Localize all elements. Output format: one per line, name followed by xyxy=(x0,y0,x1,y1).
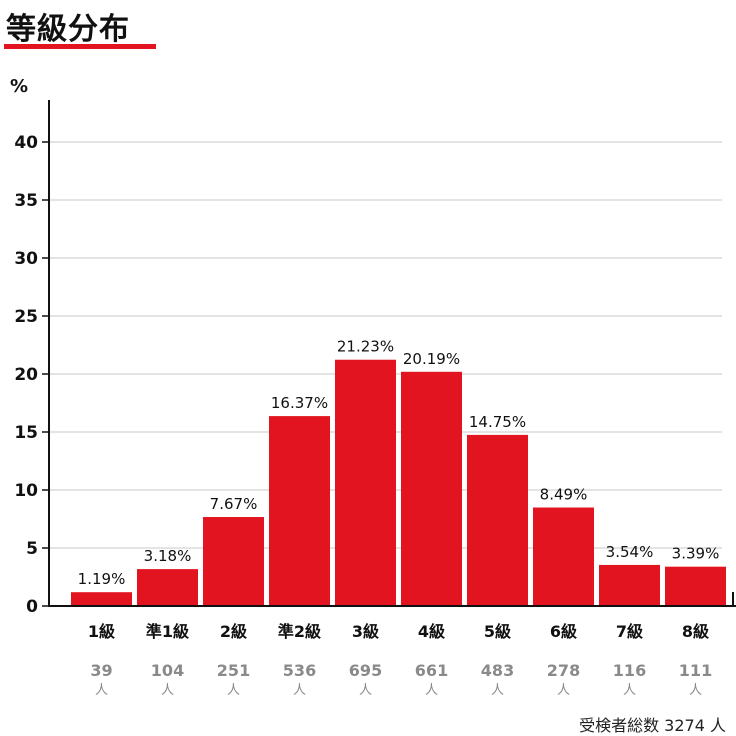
count-label: 278 xyxy=(547,661,580,680)
bar xyxy=(203,517,264,606)
count-label: 104 xyxy=(151,661,184,680)
title-underline xyxy=(4,44,156,49)
count-label: 536 xyxy=(283,661,316,680)
value-label: 1.19% xyxy=(78,570,126,588)
y-axis-label: % xyxy=(10,76,28,97)
count-unit: 人 xyxy=(689,683,702,698)
bar xyxy=(335,359,396,606)
grid-lines xyxy=(49,141,722,549)
y-tick-label: 35 xyxy=(14,191,38,211)
value-labels: 1.19% 3.18% 7.67% 16.37% 21.23% 20.19% 14.75% 8… xyxy=(78,338,720,588)
y-tick-label: 30 xyxy=(14,249,38,269)
bar xyxy=(401,371,462,606)
count-labels: 39 人 104 人 251 人 536 人 695 人 661 人 483 人 278 人 116 人 111 人 xyxy=(90,661,712,698)
bars xyxy=(71,359,726,606)
bar xyxy=(269,416,330,606)
y-tick-label: 0 xyxy=(26,597,38,617)
x-tick-labels: 1級 準1級 2級 準2級 3級 4級 5級 6級 7級 8級 xyxy=(88,622,709,641)
bar xyxy=(71,592,132,606)
value-label: 20.19% xyxy=(403,350,460,368)
value-label: 3.18% xyxy=(144,547,192,565)
x-tick-label: 6級 xyxy=(550,622,577,641)
bar xyxy=(665,566,726,606)
x-tick-label: 3級 xyxy=(352,622,379,641)
x-tick-label: 7級 xyxy=(616,622,643,641)
bar xyxy=(137,569,198,606)
count-unit: 人 xyxy=(491,683,504,698)
x-tick-label: 1級 xyxy=(88,622,115,641)
x-tick-label: 5級 xyxy=(484,622,511,641)
value-label: 16.37% xyxy=(271,394,328,412)
bar xyxy=(533,507,594,606)
bar xyxy=(467,434,528,606)
count-label: 39 xyxy=(90,661,112,680)
value-label: 21.23% xyxy=(337,338,394,356)
count-label: 251 xyxy=(217,661,250,680)
count-unit: 人 xyxy=(425,683,438,698)
y-tick-label: 5 xyxy=(26,539,38,559)
y-tick-label: 20 xyxy=(14,365,38,385)
count-label: 116 xyxy=(613,661,646,680)
count-unit: 人 xyxy=(557,683,570,698)
bar xyxy=(599,564,660,606)
value-label: 7.67% xyxy=(210,495,258,513)
count-label: 483 xyxy=(481,661,514,680)
count-unit: 人 xyxy=(161,683,174,698)
count-unit: 人 xyxy=(293,683,306,698)
page-title: 等級分布 xyxy=(6,12,130,47)
total-examinees: 受検者総数 3274 人 xyxy=(579,716,726,735)
count-unit: 人 xyxy=(227,683,240,698)
count-label: 695 xyxy=(349,661,382,680)
y-tick-label: 25 xyxy=(14,307,38,327)
x-tick-label: 2級 xyxy=(220,622,247,641)
y-tick-label: 15 xyxy=(14,423,38,443)
x-tick-label: 準1級 xyxy=(146,622,189,641)
y-tick-labels: 0 5 10 15 20 25 30 35 40 xyxy=(14,133,49,617)
value-label: 3.54% xyxy=(606,543,654,561)
value-label: 8.49% xyxy=(540,486,588,504)
count-unit: 人 xyxy=(95,683,108,698)
x-tick-label: 準2級 xyxy=(278,622,321,641)
count-label: 661 xyxy=(415,661,448,680)
x-tick-label: 8級 xyxy=(682,622,709,641)
value-label: 3.39% xyxy=(672,545,720,563)
x-tick-label: 4級 xyxy=(418,622,445,641)
count-label: 111 xyxy=(679,661,712,680)
value-label: 14.75% xyxy=(469,413,526,431)
count-unit: 人 xyxy=(623,683,636,698)
y-tick-label: 10 xyxy=(14,481,38,501)
y-tick-label: 40 xyxy=(14,133,38,153)
count-unit: 人 xyxy=(359,683,372,698)
